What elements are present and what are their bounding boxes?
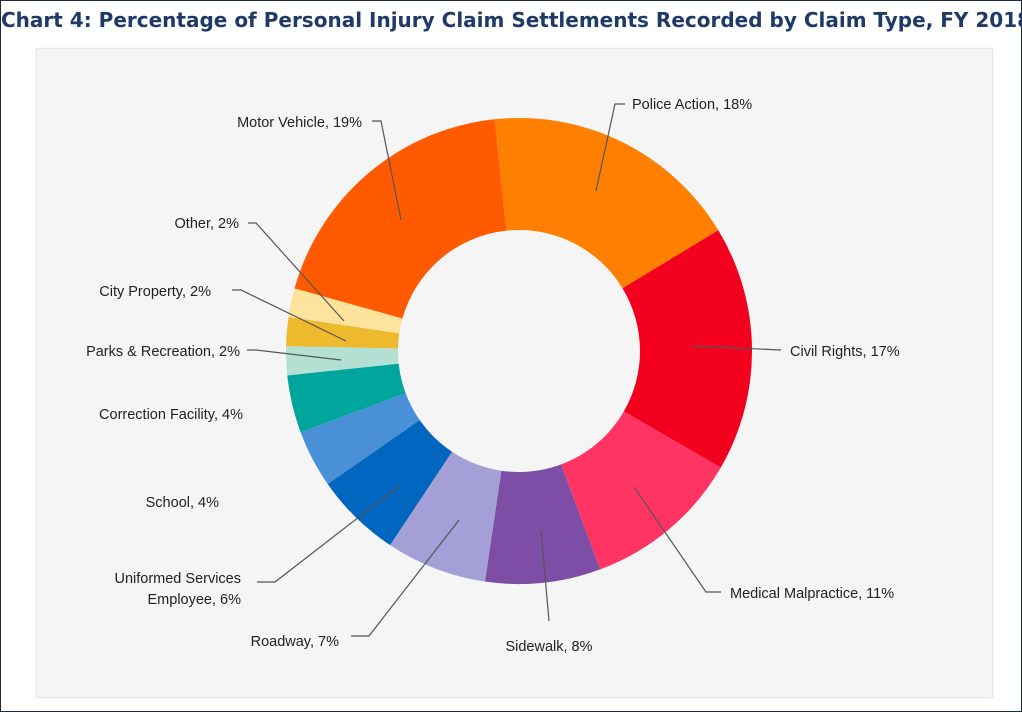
label-civil-rights: Civil Rights, 17%: [790, 344, 900, 360]
label-line: School, 4%: [146, 495, 219, 511]
leader-line-other: [248, 222, 345, 322]
label-uniformed-services-employee: Uniformed Services Employee, 6%: [114, 571, 241, 608]
leader-line-motor-vehicle: [372, 120, 402, 221]
label-line: Employee, 6%: [148, 592, 242, 608]
slice-city-property: [286, 316, 400, 349]
leader-line-roadway: [351, 519, 460, 637]
label-line: Sidewalk, 8%: [505, 639, 592, 655]
leader-line-medical-malpractice: [633, 486, 721, 593]
slice-school: [300, 393, 420, 484]
label-line: Uniformed Services: [114, 571, 241, 587]
label-line: Roadway, 7%: [251, 634, 339, 650]
leader-line-sidewalk: [540, 530, 550, 622]
leader-line-parks-and-recreation: [247, 349, 342, 361]
label-correction-facility: Correction Facility, 4%: [99, 407, 243, 423]
slice-civil-rights: [622, 230, 752, 468]
label-city-property: City Property, 2%: [99, 284, 211, 300]
slice-sidewalk: [484, 464, 601, 584]
leader-line-uniformed-services-employee: [257, 485, 400, 583]
leader-line-city-property: [232, 289, 347, 342]
donut-slices: [285, 118, 752, 584]
slice-parks-and-recreation: [285, 346, 399, 376]
leader-line-police-action: [595, 103, 625, 192]
slice-other: [288, 288, 403, 334]
label-sidewalk: Sidewalk, 8%: [505, 639, 592, 655]
slice-uniformed-services-employee: [327, 420, 453, 546]
label-motor-vehicle: Motor Vehicle, 19%: [237, 115, 362, 131]
chart-title: Chart 4: Percentage of Personal Injury C…: [1, 8, 1022, 32]
label-line: Other, 2%: [175, 216, 240, 232]
label-line: Correction Facility, 4%: [99, 407, 243, 423]
slice-roadway: [390, 451, 502, 582]
label-police-action: Police Action, 18%: [632, 97, 752, 113]
label-roadway: Roadway, 7%: [251, 634, 339, 650]
label-medical-malpractice: Medical Malpractice, 11%: [730, 586, 894, 602]
slice-labels: Police Action, 18% Civil Rights, 17% Medic…: [86, 97, 900, 655]
label-line: City Property, 2%: [99, 284, 211, 300]
label-line: Motor Vehicle, 19%: [237, 115, 362, 131]
leader-lines: [232, 103, 782, 637]
slice-correction-facility: [287, 363, 406, 433]
slice-medical-malpractice: [561, 411, 721, 570]
slice-police-action: [494, 118, 719, 289]
label-line: Civil Rights, 17%: [790, 344, 900, 360]
label-parks-and-recreation: Parks & Recreation, 2%: [86, 344, 240, 360]
leader-line-civil-rights: [690, 345, 782, 351]
label-line: Police Action, 18%: [632, 97, 752, 113]
label-other: Other, 2%: [175, 216, 240, 232]
label-line: Medical Malpractice, 11%: [730, 586, 894, 602]
label-school: School, 4%: [146, 495, 219, 511]
label-line: Parks & Recreation, 2%: [86, 344, 240, 360]
